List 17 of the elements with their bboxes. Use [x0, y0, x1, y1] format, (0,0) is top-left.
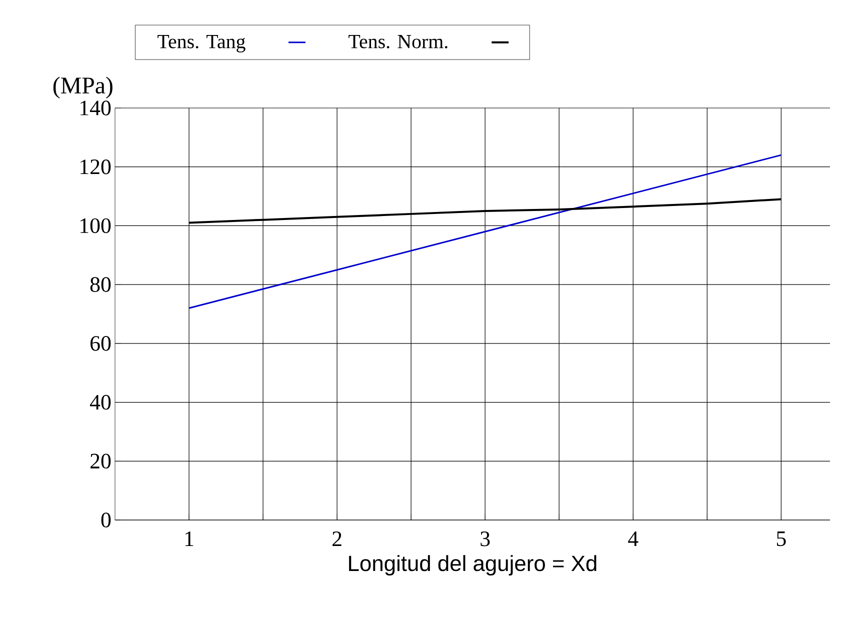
- y-tick-label: 140: [80, 100, 111, 116]
- x-tick-label: 4: [628, 532, 638, 546]
- x-tick-label: 5: [776, 532, 786, 546]
- y-tick-label: 20: [90, 454, 111, 469]
- y-axis-title: (MPa): [53, 76, 112, 98]
- y-tick-label: 60: [90, 336, 111, 351]
- y-tick-label: 100: [80, 218, 111, 234]
- y-tick-label: 40: [90, 394, 111, 410]
- y-tick-label: 80: [90, 277, 111, 292]
- y-tick-label: 0: [101, 512, 111, 528]
- legend-label: Tens. Tang: [158, 35, 246, 52]
- x-tick-label: 1: [185, 532, 194, 546]
- y-tick-label: 120: [80, 159, 111, 174]
- x-axis-title: Longitud del agujero = Xd: [349, 555, 596, 576]
- x-tick-label: 3: [480, 532, 490, 546]
- legend-label: Tens. Norm.: [348, 35, 448, 48]
- x-tick-label: 2: [332, 532, 342, 546]
